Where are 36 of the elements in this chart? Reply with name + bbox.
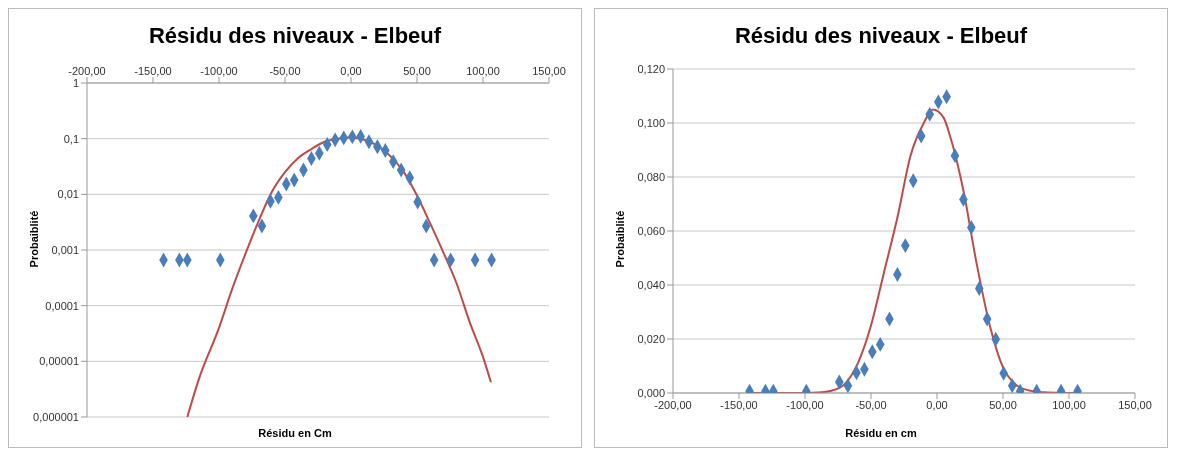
- y-tick-label: 0,120: [637, 62, 665, 75]
- x-axis-title: Résidu en cm: [844, 427, 918, 439]
- y-tick-label: 0,100: [637, 116, 665, 129]
- x-tick-label: 100,00: [466, 65, 500, 77]
- x-tick-label: -100,00: [200, 65, 238, 77]
- x-tick-label: -100,00: [786, 398, 824, 411]
- x-tick-label: -150,00: [720, 398, 758, 411]
- x-tick-label: -50,00: [269, 65, 301, 77]
- y-tick-label: 0,1: [63, 132, 79, 145]
- chart-title: Résidu des niveaux - Elbeuf: [733, 23, 1029, 50]
- x-tick-label: 150,00: [532, 65, 566, 77]
- x-tick-label: 50,00: [989, 398, 1017, 411]
- y-tick-label: 0,020: [637, 332, 665, 345]
- x-tick-label: -200,00: [654, 398, 692, 411]
- x-tick-label: 50,00: [403, 65, 431, 77]
- y-axis-title: Probaiblité: [28, 210, 40, 268]
- chart-title: Résidu des niveaux - Elbeuf: [147, 23, 443, 50]
- x-tick-label: -150,00: [134, 65, 172, 77]
- y-tick-label: 0,000001: [33, 410, 79, 423]
- y-tick-label: 0,080: [637, 170, 665, 183]
- y-tick-label: 0,060: [637, 224, 665, 237]
- x-axis-title: Résidu en Cm: [257, 427, 333, 439]
- x-tick-label: 0,00: [340, 65, 362, 77]
- x-tick-label: 150,00: [1118, 398, 1152, 411]
- x-tick-label: -50,00: [855, 398, 887, 411]
- y-tick-label: 0,000: [637, 386, 665, 399]
- y-tick-label: 0,0001: [45, 299, 79, 312]
- y-axis-title: Probaiblité: [614, 210, 626, 268]
- x-tick-label: -200,00: [68, 65, 106, 77]
- y-tick-label: 0,040: [637, 278, 665, 291]
- x-tick-label: 0,00: [926, 398, 948, 411]
- x-tick-label: 100,00: [1052, 398, 1086, 411]
- y-tick-label: 0,01: [57, 188, 79, 201]
- y-tick-label: 1: [72, 76, 79, 89]
- y-tick-label: 0,00001: [39, 355, 79, 368]
- y-tick-label: 0,001: [51, 243, 79, 256]
